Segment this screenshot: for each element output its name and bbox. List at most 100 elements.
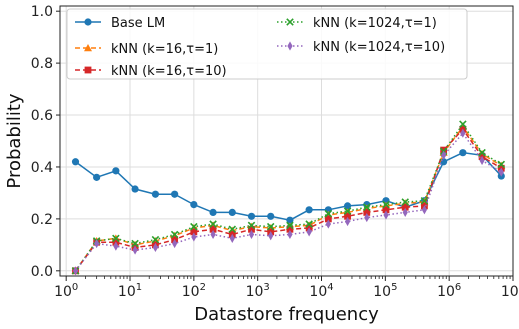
- plot-frame: [59, 5, 514, 277]
- y-tick-label: 0.0: [31, 264, 53, 280]
- marker-diamond: [94, 238, 100, 249]
- series-group: [71, 120, 506, 276]
- marker-x: [151, 235, 160, 244]
- marker-x: [363, 203, 371, 211]
- marker-circle: [151, 190, 160, 198]
- marker-diamond: [287, 41, 293, 51]
- series-line: [74, 125, 502, 272]
- x-tick-label: 105: [373, 282, 397, 300]
- marker-square: [286, 225, 294, 233]
- marker-x: [286, 221, 294, 230]
- marker-x-stroke: [112, 234, 120, 243]
- y-tick-label: 0.4: [31, 160, 53, 176]
- marker-x-stroke: [478, 148, 486, 157]
- marker-circle: [209, 208, 217, 216]
- marker-square: [363, 208, 371, 216]
- legend-entry: kNN (k=1024,τ=10): [277, 40, 445, 55]
- x-axis-label: Datastore frequency: [194, 304, 379, 325]
- legend-entry: kNN (k=16,τ=1): [75, 42, 218, 57]
- marker-circle: [93, 173, 101, 181]
- marker-diamond: [325, 219, 331, 229]
- y-tick-label: 0.6: [31, 108, 53, 124]
- legend-entry: kNN (k=16,τ=10): [75, 64, 227, 79]
- marker-diamond: [132, 245, 138, 255]
- legend-box: [66, 8, 468, 80]
- marker-x-stroke: [305, 220, 313, 228]
- marker-circle: [112, 167, 120, 175]
- marker-diamond: [479, 155, 485, 166]
- marker-x-stroke: [382, 200, 390, 209]
- marker-x-stroke: [151, 235, 160, 244]
- series-line: [75, 151, 502, 221]
- marker-diamond: [441, 150, 447, 160]
- marker-circle: [267, 212, 275, 220]
- series-4: [71, 120, 506, 275]
- marker-x: [382, 200, 390, 209]
- marker-diamond: [152, 242, 159, 253]
- marker-square: [84, 66, 92, 74]
- marker-x-stroke: [131, 239, 139, 248]
- marker-square: [344, 212, 351, 220]
- legend-entry: kNN (k=1024,τ=1): [277, 16, 437, 31]
- legend-label: kNN (k=16,τ=10): [111, 64, 227, 79]
- marker-x: [131, 239, 139, 248]
- marker-square: [324, 215, 332, 223]
- marker-x-stroke: [286, 18, 294, 26]
- marker-x-stroke: [286, 221, 294, 230]
- y-tick-label: 0.2: [31, 212, 53, 228]
- y-tick-label: 0.8: [31, 56, 53, 72]
- series-line: [74, 128, 502, 272]
- legend-label: kNN (k=1024,τ=1): [313, 16, 437, 31]
- marker-x-stroke: [247, 221, 256, 230]
- marker-x-stroke: [190, 222, 198, 231]
- x-tick-label: 101: [118, 282, 142, 300]
- marker-x: [247, 221, 256, 230]
- marker-x-stroke: [401, 198, 409, 206]
- series-5: [72, 128, 504, 276]
- x-tick-label: 107: [501, 282, 519, 300]
- marker-x-stroke: [343, 207, 352, 215]
- marker-diamond: [210, 229, 216, 240]
- marker-diamond: [268, 231, 274, 241]
- x-tick-label: 100: [54, 282, 78, 300]
- marker-x: [170, 230, 179, 239]
- marker-circle: [228, 208, 236, 216]
- marker-diamond: [460, 128, 466, 138]
- marker-x: [190, 222, 198, 231]
- marker-triangle: [84, 44, 92, 52]
- marker-circle: [247, 212, 256, 220]
- x-tick-label: 104: [309, 282, 333, 300]
- marker-diamond: [229, 233, 235, 243]
- marker-x-stroke: [209, 220, 217, 228]
- marker-diamond: [191, 232, 197, 242]
- marker-circle: [190, 201, 198, 209]
- marker-square: [190, 228, 198, 236]
- marker-diamond: [383, 210, 389, 220]
- marker-diamond: [248, 229, 255, 240]
- marker-square: [248, 225, 255, 233]
- marker-diamond: [113, 241, 119, 251]
- marker-x-stroke: [420, 196, 429, 205]
- marker-x: [459, 120, 467, 128]
- marker-circle: [131, 185, 139, 193]
- y-tick-label: 1.0: [31, 4, 53, 20]
- legend: Base LM kNN (k=16,τ=1) kNN (k=16,τ=10) kNN …: [66, 8, 468, 80]
- legend-entry: Base LM: [75, 16, 165, 31]
- marker-x: [209, 220, 217, 228]
- legend-label: Base LM: [111, 16, 165, 31]
- series-3: [72, 125, 505, 275]
- marker-x-stroke: [170, 230, 179, 239]
- x-tick-label: 103: [246, 282, 270, 300]
- marker-square: [440, 146, 448, 154]
- marker-x: [228, 225, 237, 234]
- marker-circle: [84, 18, 92, 26]
- marker-diamond: [498, 167, 504, 177]
- legend-label: kNN (k=16,τ=1): [111, 42, 218, 57]
- series-line: [74, 131, 502, 272]
- marker-diamond: [402, 207, 408, 217]
- marker-x-stroke: [266, 222, 275, 231]
- marker-diamond: [364, 212, 370, 223]
- marker-square: [401, 203, 409, 211]
- marker-diamond: [421, 205, 428, 215]
